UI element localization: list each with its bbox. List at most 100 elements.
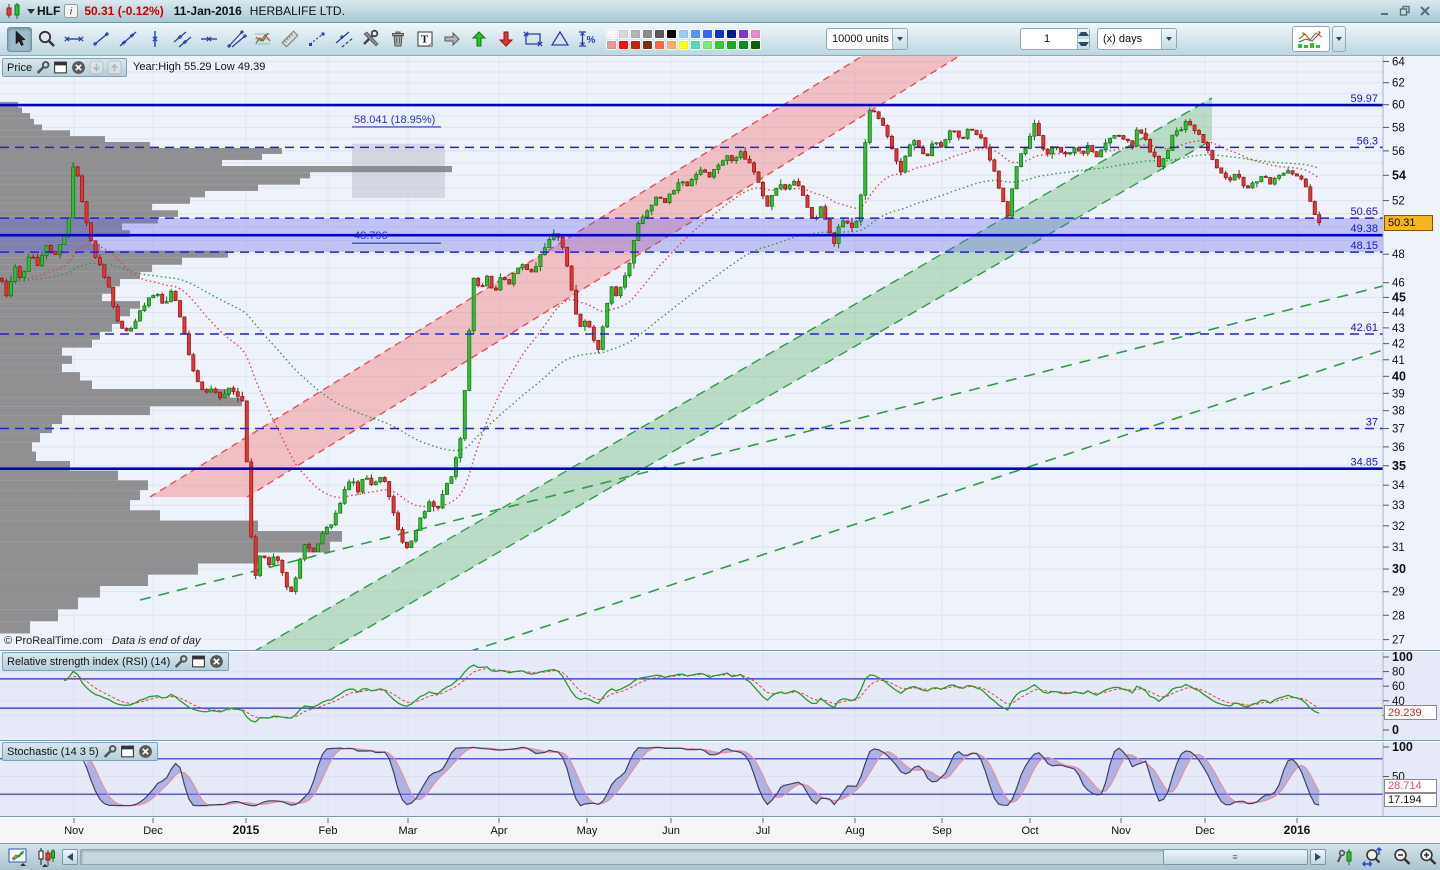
candles-layer (0, 107, 1322, 595)
zoom-range-button[interactable] (1360, 846, 1386, 868)
svg-text:Nov: Nov (64, 825, 84, 837)
toolbar-tool-zoom-icon[interactable] (34, 27, 59, 52)
palette-color-ff1111[interactable] (618, 39, 629, 50)
palette-color-8c8c8c[interactable] (642, 28, 653, 39)
palette-color-0a660a[interactable] (750, 39, 761, 50)
stochastic-k-value-box: 17.194 (1384, 793, 1437, 807)
palette-color-ee88cc[interactable] (750, 28, 761, 39)
toolbar-tool-text-note-icon[interactable]: T (412, 27, 437, 52)
palette-color-000000[interactable] (666, 28, 677, 39)
toolbar-tool-fibonacci-tool-icon[interactable] (250, 27, 275, 52)
scroll-left-button[interactable] (62, 849, 78, 865)
palette-color-d9d9d9[interactable] (618, 28, 629, 39)
chart-options-button[interactable] (6, 846, 30, 868)
toolbar-tool-arrow-down-marker-icon[interactable] (493, 27, 518, 52)
units-dropdown-caret[interactable] (892, 29, 907, 49)
toolbar-tool-polyline-icon[interactable] (304, 27, 329, 52)
wrench-icon[interactable] (102, 744, 117, 759)
palette-color-55ddbb[interactable] (690, 39, 701, 50)
price-scale-settings-button[interactable] (1334, 846, 1358, 868)
interval-unit-caret[interactable] (1161, 29, 1176, 49)
palette-color-cc2211[interactable] (630, 39, 641, 50)
palette-color-ffaa77[interactable] (666, 39, 677, 50)
palette-color-33cc33[interactable] (714, 39, 725, 50)
interval-unit-selector[interactable]: (x) days (1097, 28, 1177, 50)
svg-text:Nov: Nov (1111, 825, 1131, 837)
palette-color-5599ff[interactable] (690, 28, 701, 39)
move-panel-up-icon[interactable] (107, 60, 122, 75)
toolbar-tool-triangle-zone-icon[interactable] (547, 27, 572, 52)
close-button[interactable] (1418, 5, 1432, 18)
minimize-button[interactable] (1378, 5, 1392, 18)
svg-text:Dec: Dec (143, 825, 163, 837)
new-window-icon[interactable] (191, 654, 206, 669)
chart-canvas[interactable]: Nov Dec 2015 Feb Mar Apr May Jun Jul Aug Sep Oct Nov… (0, 0, 1440, 843)
svg-text:Dec: Dec (1195, 825, 1215, 837)
close-panel-icon[interactable] (71, 60, 86, 75)
palette-color-001899[interactable] (726, 28, 737, 39)
palette-color-0f8f1f[interactable] (738, 39, 749, 50)
toolbar-tool-horizontal-segment-icon[interactable] (61, 27, 86, 52)
chart-style-caret-button[interactable] (1332, 26, 1346, 52)
interval-spin-buttons[interactable] (1077, 29, 1089, 49)
palette-color-e79a9a[interactable] (606, 39, 617, 50)
toolbar-tool-segment-icon[interactable] (88, 27, 113, 52)
wrench-icon[interactable] (35, 60, 50, 75)
zoom-in-button[interactable] (1416, 846, 1440, 868)
toolbar-tool-vertical-line-icon[interactable] (142, 27, 167, 52)
svg-text:44: 44 (1392, 307, 1405, 319)
toolbar-tool-parallel-line-icon[interactable] (331, 27, 356, 52)
toolbar-tool-arrow-right-marker-icon[interactable] (439, 27, 464, 52)
toolbar-tool-pointer-icon[interactable] (7, 26, 32, 52)
toolbar-tool-rectangle-zone-icon[interactable] (520, 27, 545, 52)
toolbar-tool-pitchfork-icon[interactable] (223, 27, 248, 52)
units-value: 10000 units (832, 33, 889, 45)
display-mode-button[interactable] (34, 846, 58, 868)
scroll-right-button[interactable] (1310, 849, 1326, 865)
last-price: 50.31 (84, 4, 115, 18)
chart-style-button[interactable] (1292, 26, 1330, 52)
info-icon[interactable]: i (64, 4, 79, 18)
toolbar-tool-parallel-channel-icon[interactable] (169, 27, 194, 52)
price-panel-title: Price (7, 61, 33, 74)
close-panel-icon[interactable] (138, 744, 153, 759)
svg-text:Aug: Aug (845, 825, 865, 837)
restore-button[interactable] (1398, 5, 1412, 18)
toolbar-tool-horizontal-ray-icon[interactable] (196, 27, 221, 52)
palette-color-99ccff[interactable] (678, 28, 689, 39)
drawing-toolbar: T% 10000 units 1 (x) days (0, 23, 1440, 56)
svg-text:%: % (586, 35, 595, 46)
toolbar-tool-percent-retracement-icon[interactable]: % (574, 27, 599, 52)
toolbar-tool-extended-line-icon[interactable] (115, 27, 140, 52)
rsi-panel-title: Relative strength index (RSI) (14) (7, 655, 171, 668)
move-panel-down-icon[interactable] (89, 60, 104, 75)
palette-color-ffffff[interactable] (606, 28, 617, 39)
candlestick-style-icon[interactable] (4, 2, 24, 20)
new-window-icon[interactable] (53, 60, 68, 75)
toolbar-tool-ruler-icon[interactable] (277, 27, 302, 52)
toolbar-tool-delete-drawings-icon[interactable] (385, 27, 410, 52)
time-scrollbar-track[interactable] (80, 849, 1308, 865)
close-panel-icon[interactable] (209, 654, 224, 669)
palette-color-7a3311[interactable] (642, 39, 653, 50)
palette-color-ff6644[interactable] (654, 39, 665, 50)
wrench-icon[interactable] (173, 654, 188, 669)
zoom-out-button[interactable] (1390, 846, 1414, 868)
palette-color-595959[interactable] (654, 28, 665, 39)
units-selector[interactable]: 10000 units (826, 28, 908, 50)
interval-spinner[interactable]: 1 (1020, 28, 1090, 50)
palette-color-8833cc[interactable] (738, 28, 749, 39)
palette-color-ffff22[interactable] (678, 39, 689, 50)
new-window-icon[interactable] (120, 744, 135, 759)
palette-color-b3b3b3[interactable] (630, 28, 641, 39)
chart-style-caret[interactable] (27, 8, 35, 14)
time-scrollbar-thumb[interactable]: ≡ (1163, 849, 1308, 865)
color-palette (606, 28, 761, 50)
palette-color-3366ff[interactable] (702, 28, 713, 39)
toolbar-tool-drawing-settings-icon[interactable] (358, 27, 383, 52)
palette-color-1faa1f[interactable] (726, 39, 737, 50)
toolbar-tool-arrow-up-marker-icon[interactable] (466, 27, 491, 52)
palette-color-1133cc[interactable] (714, 28, 725, 39)
palette-color-77ee77[interactable] (702, 39, 713, 50)
